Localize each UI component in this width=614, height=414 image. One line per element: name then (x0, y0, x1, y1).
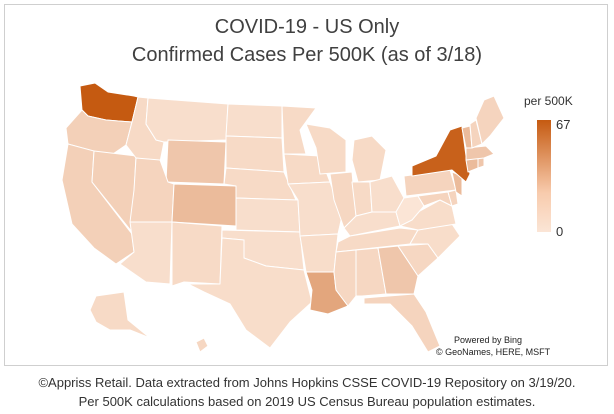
footnote-line-2: Per 500K calculations based on 2019 US C… (78, 394, 536, 409)
state-in[interactable] (351, 181, 373, 217)
state-hi[interactable] (195, 337, 209, 353)
legend-max-label: 67 (556, 117, 571, 132)
state-wy[interactable] (165, 139, 227, 185)
state-sd[interactable] (225, 135, 285, 173)
state-wi[interactable] (305, 123, 347, 175)
state-tx[interactable] (187, 237, 313, 349)
legend-min-label: 0 (556, 224, 564, 239)
state-me[interactable] (475, 95, 505, 145)
state-mt[interactable] (145, 97, 229, 143)
state-nm[interactable] (171, 221, 223, 287)
map-sources-credit: © GeoNames, HERE, MSFT (436, 347, 551, 357)
state-mn[interactable] (281, 105, 317, 155)
state-nd[interactable] (225, 103, 283, 139)
map-subtitle: Confirmed Cases Per 500K (as of 3/18) (131, 44, 483, 66)
state-co[interactable] (171, 183, 237, 227)
legend-title: per 500K (524, 94, 573, 108)
state-fl[interactable] (363, 293, 441, 353)
state-ga[interactable] (377, 245, 419, 295)
state-ar[interactable] (299, 233, 339, 273)
footnote-line-1: ©Appriss Retail. Data extracted from Joh… (38, 375, 576, 390)
state-md[interactable] (417, 191, 453, 207)
powered-by-credit: Powered by Bing (454, 335, 523, 345)
map-title: COVID-19 - US Only (214, 16, 400, 38)
state-ks[interactable] (235, 197, 301, 233)
legend-color-scale (537, 120, 551, 232)
state-mi[interactable] (351, 135, 387, 183)
state-ak[interactable] (89, 291, 151, 339)
state-al[interactable] (355, 247, 387, 297)
state-ri[interactable] (477, 157, 485, 169)
state-de[interactable] (447, 189, 459, 207)
state-ma[interactable] (465, 145, 495, 161)
